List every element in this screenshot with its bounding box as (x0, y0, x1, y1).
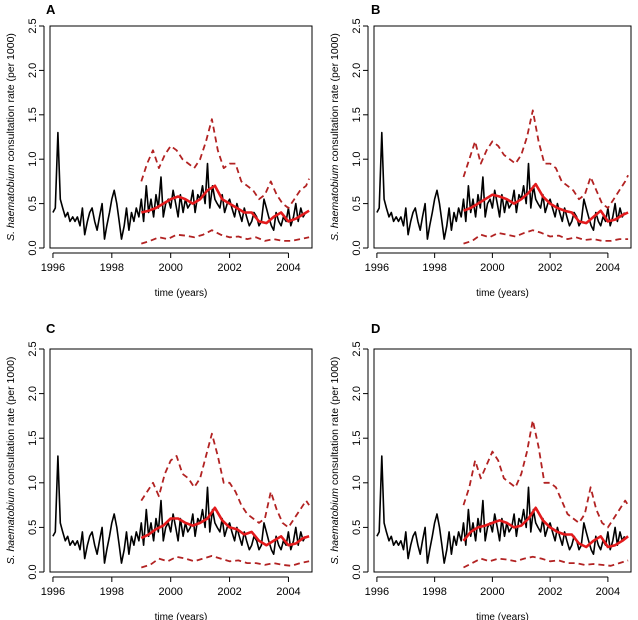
panel-label: C (46, 321, 56, 336)
y-axis-label: S. haematobium consultation rate (per 10… (5, 357, 17, 565)
x-tick-label: 1998 (422, 586, 446, 598)
series-predicted-line (140, 506, 310, 547)
y-tick-label: 1.5 (351, 431, 363, 446)
panel-label: D (371, 321, 380, 336)
series-predicted-line (140, 184, 310, 225)
x-tick-label: 1998 (100, 262, 124, 274)
y-tick-label: 1.5 (27, 431, 39, 446)
y-axis-label-units: consultation rate (per 1000) (329, 357, 341, 488)
y-tick-label: 0.0 (27, 240, 39, 255)
plot-frame (49, 348, 313, 573)
plot-frame (49, 25, 313, 249)
x-axis-label: time (years) (476, 288, 529, 299)
y-axis-label: S. haematobium consultation rate (per 10… (5, 33, 17, 241)
x-tick-label: 2004 (276, 586, 300, 598)
y-tick-label: 0.5 (27, 520, 39, 535)
series-lower-line (463, 555, 629, 569)
y-tick-label: 2.5 (351, 18, 363, 33)
y-tick-label: 0.0 (351, 564, 363, 579)
series-observed-line (376, 131, 626, 240)
y-tick-label: 1.0 (351, 475, 363, 490)
y-axis-label: S. haematobium consultation rate (per 10… (329, 357, 341, 565)
y-tick-label: 1.5 (351, 107, 363, 122)
x-tick-label: 2000 (158, 262, 182, 274)
series-observed-line (52, 131, 307, 240)
x-axis-label: time (years) (155, 612, 208, 620)
y-tick-label: 2.5 (351, 341, 363, 356)
series-observed-line (52, 455, 307, 564)
series-lower-line (141, 229, 310, 245)
x-tick-label: 2004 (596, 262, 620, 274)
y-axis-label-units: consultation rate (per 1000) (5, 33, 17, 164)
y-tick-label: 0.0 (27, 564, 39, 579)
x-tick-label: 2002 (217, 586, 241, 598)
panel-d: D 1996 1998 2000 2002 2004 time (years) 0.0 0.5 1… (329, 321, 632, 620)
series-upper-line (140, 432, 310, 529)
panel-b: B 1996 1998 2000 2002 2004 time (years) 0.0 0.5 1… (329, 2, 632, 299)
y-axis-label-species: S. haematobium (329, 164, 341, 241)
y-tick-label: 2.0 (27, 63, 39, 78)
y-tick-label: 1.0 (27, 475, 39, 490)
x-tick-label: 2000 (480, 262, 504, 274)
series-upper-line (140, 118, 310, 209)
x-tick-label: 2002 (538, 262, 562, 274)
x-tick-label: 1998 (100, 586, 124, 598)
panel-label: B (371, 2, 380, 17)
x-tick-label: 1998 (422, 262, 446, 274)
y-tick-label: 2.5 (27, 18, 39, 33)
y-tick-label: 1.0 (27, 152, 39, 167)
x-tick-label: 2000 (158, 586, 182, 598)
series-upper-line (462, 419, 629, 529)
plot-frame (373, 348, 632, 573)
y-axis-label-species: S. haematobium (5, 164, 17, 241)
x-tick-label: 2002 (538, 586, 562, 598)
y-axis-label-units: consultation rate (per 1000) (329, 33, 341, 164)
y-axis-label-units: consultation rate (per 1000) (5, 357, 17, 488)
y-axis-label: S. haematobium consultation rate (per 10… (329, 33, 341, 241)
series-lower-line (141, 555, 310, 569)
y-tick-label: 0.5 (351, 196, 363, 211)
panel-a: A 1996 1998 2000 2002 2004 time (years) 0.0 0.5 1… (5, 2, 313, 299)
y-axis-label-species: S. haematobium (5, 488, 17, 565)
x-tick-label: 2004 (596, 586, 620, 598)
y-tick-label: 2.0 (351, 63, 363, 78)
series-observed-line (376, 455, 626, 564)
x-tick-label: 1996 (365, 262, 389, 274)
y-tick-label: 1.5 (27, 107, 39, 122)
y-tick-label: 0.5 (351, 520, 363, 535)
y-tick-label: 2.0 (27, 386, 39, 401)
x-tick-label: 1996 (41, 262, 65, 274)
series-lower-line (463, 229, 629, 245)
x-axis-label: time (years) (476, 612, 529, 620)
x-axis-label: time (years) (155, 288, 208, 299)
y-tick-label: 0.0 (351, 240, 363, 255)
panel-c: C 1996 1998 2000 2002 2004 time (years) 0.0 0.5 1… (5, 321, 313, 620)
y-tick-label: 1.0 (351, 152, 363, 167)
y-tick-label: 0.5 (27, 196, 39, 211)
series-upper-line (462, 109, 629, 209)
plot-frame (373, 25, 632, 249)
y-tick-label: 2.0 (351, 386, 363, 401)
x-tick-label: 2002 (217, 262, 241, 274)
y-axis-label-species: S. haematobium (329, 488, 341, 565)
series-predicted-line (462, 506, 629, 549)
x-tick-label: 2000 (480, 586, 504, 598)
x-tick-label: 2004 (276, 262, 300, 274)
x-tick-label: 1996 (365, 586, 389, 598)
panel-label: A (46, 2, 56, 17)
y-tick-label: 2.5 (27, 341, 39, 356)
series-predicted-line (463, 182, 629, 225)
x-tick-label: 1996 (41, 586, 65, 598)
